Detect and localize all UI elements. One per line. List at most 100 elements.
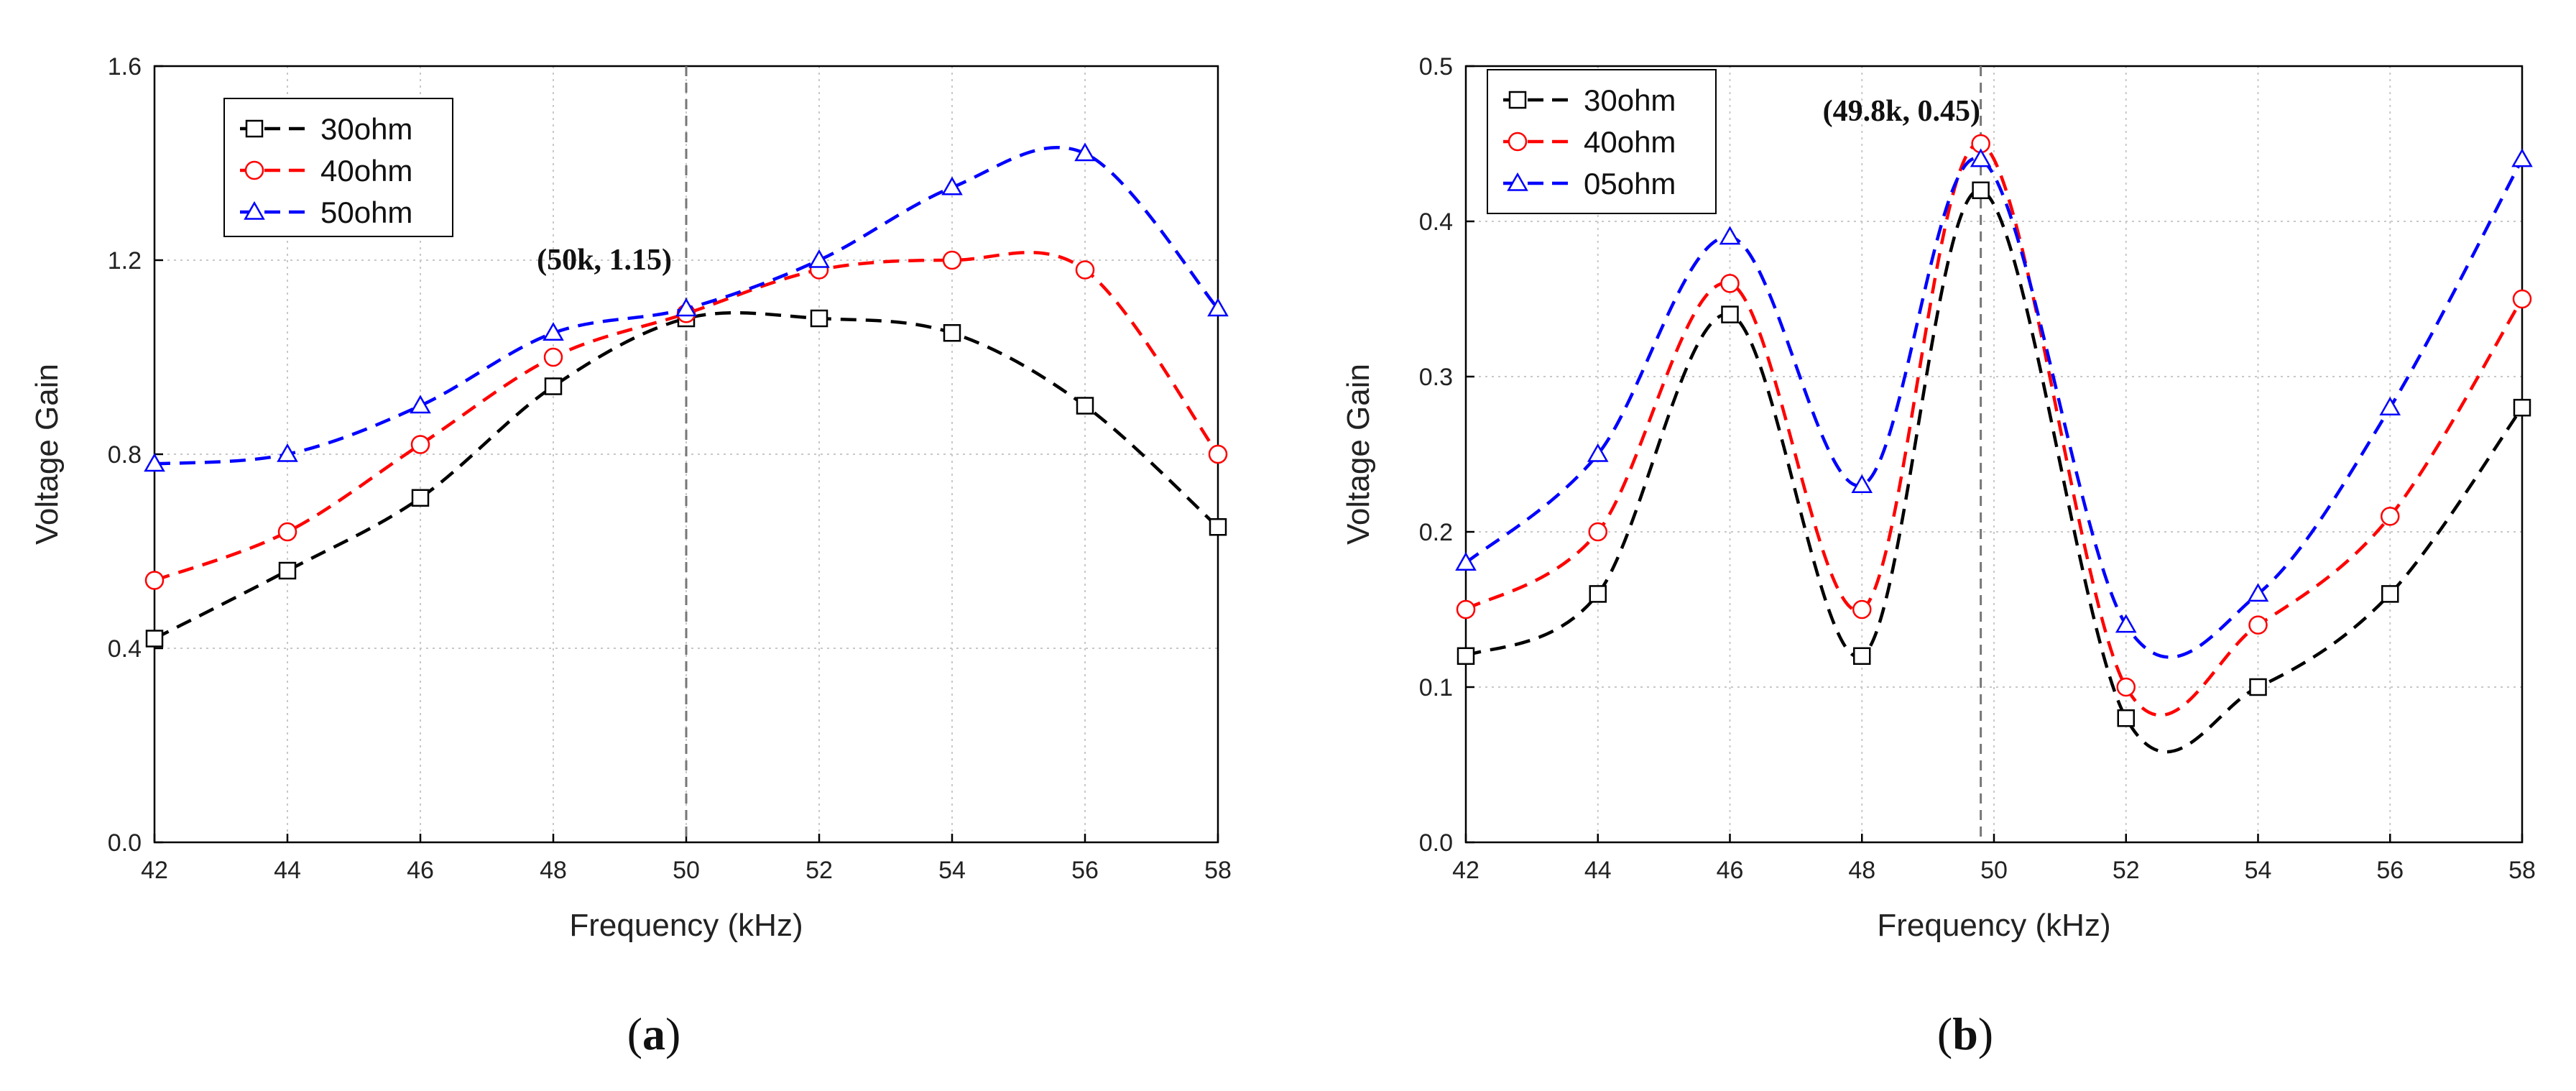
data-point [1972,181,1990,200]
data-point [1721,305,1739,323]
data-point [1720,274,1740,293]
data-point [2115,614,2137,633]
caption-letter: b [1952,1008,1978,1059]
data-point [1209,518,1227,536]
y-tick-label: 0.5 [1419,53,1453,80]
x-tick-label: 48 [540,857,567,884]
y-tick-label: 0.8 [108,441,142,469]
data-point [543,322,564,341]
caption-close: ) [1978,1008,1993,1059]
x-tick-label: 56 [1071,857,1099,884]
data-point [145,630,164,648]
data-point [543,347,563,367]
y-tick-label: 0.1 [1419,674,1453,701]
data-point [2117,709,2135,727]
x-tick-label: 58 [2508,857,2536,884]
legend-marker [1508,132,1528,152]
y-tick-label: 1.2 [108,247,142,275]
data-point [2247,583,2269,602]
series-line [154,146,1219,466]
x-tick-label: 42 [1452,857,1479,884]
data-point [1853,647,1871,666]
x-tick-label: 46 [407,857,434,884]
data-point [410,395,431,414]
data-point [278,561,297,580]
data-point [942,250,962,270]
series-05ohm [1455,148,2533,659]
data-point [675,298,697,317]
data-point [1970,148,1992,167]
x-tick-label: 44 [274,857,301,884]
legend-marker [244,160,264,180]
data-point [277,522,297,542]
data-point [2511,148,2533,167]
data-point [1719,226,1741,245]
x-tick-label: 48 [1848,857,1875,884]
data-point [277,443,298,462]
legend-label: 40ohm [320,154,412,188]
series-line [154,251,1219,582]
series-50ohm [144,142,1229,472]
data-point [2381,507,2400,526]
series-line [1464,142,2524,717]
annotation-label: (50k, 1.15) [537,244,672,277]
data-point [410,435,430,454]
y-tick-label: 0.4 [108,635,142,663]
data-point [144,453,165,472]
data-point [1456,647,1475,666]
series-line [1464,156,2524,659]
x-tick-label: 54 [2245,857,2272,884]
data-point [1588,522,1607,542]
data-point [2513,398,2531,417]
caption-open: ( [627,1008,642,1059]
data-point [2249,678,2267,696]
x-tick-label: 52 [2113,857,2140,884]
x-tick-label: 52 [805,857,833,884]
y-tick-label: 1.6 [108,53,142,80]
legend-label: 50ohm [320,195,412,229]
data-point [1455,552,1477,571]
y-axis-title: Voltage Gain [29,364,65,545]
x-axis-title: Frequency (kHz) [1877,908,2110,943]
legend-label: 05ohm [1584,167,1676,201]
data-point [2379,397,2401,415]
data-point [808,249,830,268]
data-point [1208,444,1228,464]
data-point [1851,474,1873,493]
legend-label: 30ohm [1584,83,1676,117]
data-point [1076,397,1094,415]
caption-close: ) [665,1008,680,1059]
data-point [943,324,961,342]
data-point [1852,599,1872,620]
caption-open: ( [1937,1008,1952,1059]
data-point [2381,585,2399,603]
legend-label: 40ohm [1584,125,1676,159]
data-point [144,571,165,590]
y-tick-label: 0.2 [1419,519,1453,546]
y-tick-label: 0.3 [1419,364,1453,391]
caption-letter: a [642,1008,665,1059]
data-point [810,309,828,328]
data-point [1587,443,1609,462]
legend-label: 30ohm [320,112,412,146]
series-line [1465,188,2524,754]
series-40ohm [1456,134,2532,717]
data-point [1075,260,1095,280]
y-tick-label: 0.4 [1419,208,1453,236]
legend-marker [245,119,264,138]
y-tick-label: 0.0 [108,829,142,857]
x-tick-label: 42 [141,857,168,884]
series-30ohm [1456,181,2531,754]
panel-caption: (a) [627,1008,681,1059]
legend-marker [244,201,265,220]
x-tick-label: 54 [938,857,966,884]
data-point [941,176,963,195]
x-axis-title: Frequency (kHz) [569,908,803,943]
data-point [1074,142,1096,162]
data-point [2248,615,2268,635]
legend-marker [1508,91,1527,109]
data-point [544,377,563,395]
x-tick-label: 46 [1717,857,1744,884]
x-tick-label: 56 [2376,857,2404,884]
